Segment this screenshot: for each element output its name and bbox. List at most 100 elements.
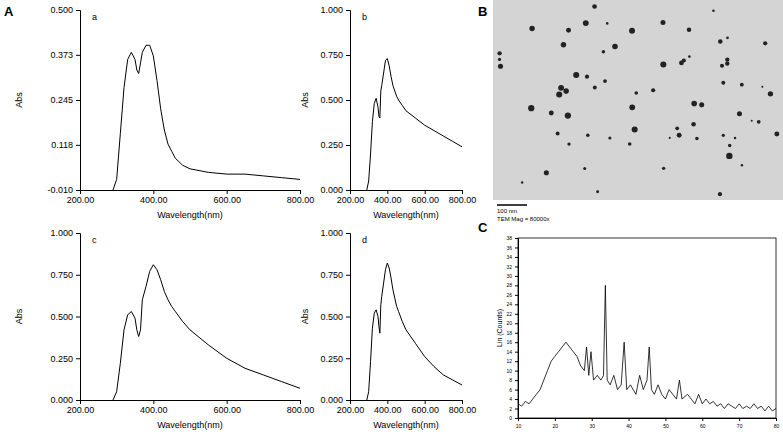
tick-mark — [515, 390, 518, 391]
tick: 10 — [516, 418, 522, 429]
tick: 38 — [506, 235, 518, 241]
tick-mark — [76, 400, 80, 401]
tick: 0.750 — [320, 270, 350, 280]
tick-label: 600.00 — [411, 195, 439, 205]
tick-mark — [462, 190, 463, 194]
tick-mark — [76, 358, 80, 359]
tick: 4 — [509, 396, 518, 402]
tick-label: 800.00 — [449, 195, 477, 205]
tick-mark — [346, 275, 350, 276]
tick-mark — [515, 361, 518, 362]
tick: 24 — [506, 301, 518, 307]
tem-particle — [634, 91, 638, 95]
tick: 0.245 — [50, 95, 80, 105]
scale-bar-label: 100 nm — [497, 208, 517, 214]
tem-particle — [718, 192, 722, 196]
tick: 32 — [506, 264, 518, 270]
spectrum-line — [367, 59, 462, 190]
tick-mark — [227, 190, 228, 194]
tem-background — [493, 0, 783, 200]
plot-area — [113, 45, 300, 190]
tick-label: 0.750 — [50, 270, 73, 280]
tick-mark — [76, 190, 80, 191]
tick: 0.000 — [50, 395, 80, 405]
tick-label: 400.00 — [140, 195, 168, 205]
tick-mark — [515, 266, 518, 267]
tick-label: 400.00 — [374, 405, 402, 415]
tick: 0.373 — [50, 50, 80, 60]
tick: 0.500 — [50, 5, 80, 15]
plot-area — [113, 265, 300, 400]
tem-particle — [612, 44, 618, 50]
tick-label: 0.118 — [51, 140, 73, 150]
tick: 10 — [506, 368, 518, 374]
tick: 800.00 — [449, 400, 477, 415]
y-axis: 02468101214161820222426283032343638 — [506, 235, 518, 421]
figure: ABC100 nmTEM Mag = 80000x200.00400.00600… — [0, 0, 783, 439]
tem-particle — [556, 91, 562, 97]
tem-particle — [669, 137, 671, 139]
tem-particle — [691, 101, 697, 107]
tem-particle — [629, 28, 635, 34]
tick-mark — [76, 233, 80, 234]
tick-mark — [515, 418, 518, 419]
tick: 0.500 — [320, 95, 350, 105]
tick: 36 — [506, 245, 518, 251]
tick-mark — [515, 314, 518, 315]
tick-mark — [515, 342, 518, 343]
tick-label: 0.500 — [50, 312, 73, 322]
tick-mark — [346, 10, 350, 11]
tick: 800.00 — [287, 400, 315, 415]
tick-mark — [515, 409, 518, 410]
tick: 26 — [506, 292, 518, 298]
tick: 600.00 — [411, 400, 439, 415]
tick-mark — [76, 275, 80, 276]
tem-particle — [544, 170, 549, 175]
tick-mark — [425, 190, 426, 194]
tem-particle — [573, 72, 579, 78]
tick-mark — [515, 399, 518, 400]
tem-particle — [585, 75, 589, 79]
x-axis-title: Wavelength(nm) — [157, 210, 223, 220]
tem-particle — [725, 57, 729, 61]
tick: 400.00 — [374, 400, 402, 415]
magnification-label: TEM Mag = 80000x — [497, 216, 550, 222]
spectrum-line — [113, 45, 300, 190]
x-axis: 200.00400.00600.00800.00 — [337, 190, 477, 205]
chart: 200.00400.00600.00800.00-0.0100.1180.245… — [14, 5, 314, 220]
tick-mark — [462, 400, 463, 404]
tick-label: 0.250 — [50, 354, 73, 364]
tick-label: 14 — [506, 349, 512, 355]
tick-mark — [387, 190, 388, 194]
spectrum-line — [113, 265, 300, 400]
y-axis: 0.0000.2500.5000.7501.000 — [320, 228, 350, 405]
tick: 0.250 — [320, 140, 350, 150]
tick-label: 2 — [509, 406, 512, 412]
tick-label: 0 — [509, 415, 512, 421]
tick-label: 22 — [506, 311, 512, 317]
tem-particle — [688, 55, 691, 58]
tem-particle — [566, 28, 571, 33]
tick-label: 12 — [506, 358, 512, 364]
tick: 80 — [774, 418, 780, 429]
tick-mark — [300, 400, 301, 404]
plot-area — [367, 59, 462, 190]
tem-particle — [725, 61, 729, 65]
axis-line — [81, 401, 301, 405]
tem-particle — [751, 120, 753, 122]
tick-label: 30 — [506, 273, 512, 279]
tick-mark — [227, 400, 228, 404]
tick-mark — [515, 276, 518, 277]
tick-mark — [300, 190, 301, 194]
axis-line — [351, 401, 463, 405]
tick-mark — [739, 418, 740, 421]
tem-particle — [521, 181, 523, 183]
x-axis: 1020304050607080 — [516, 418, 780, 429]
tick-label: 600.00 — [411, 405, 439, 415]
tem-particle — [596, 190, 599, 193]
tick-label: 400.00 — [374, 195, 402, 205]
tem-particle — [761, 86, 763, 88]
tick-mark — [515, 352, 518, 353]
tick-label: 20 — [506, 320, 512, 326]
tem-particle — [682, 58, 686, 62]
